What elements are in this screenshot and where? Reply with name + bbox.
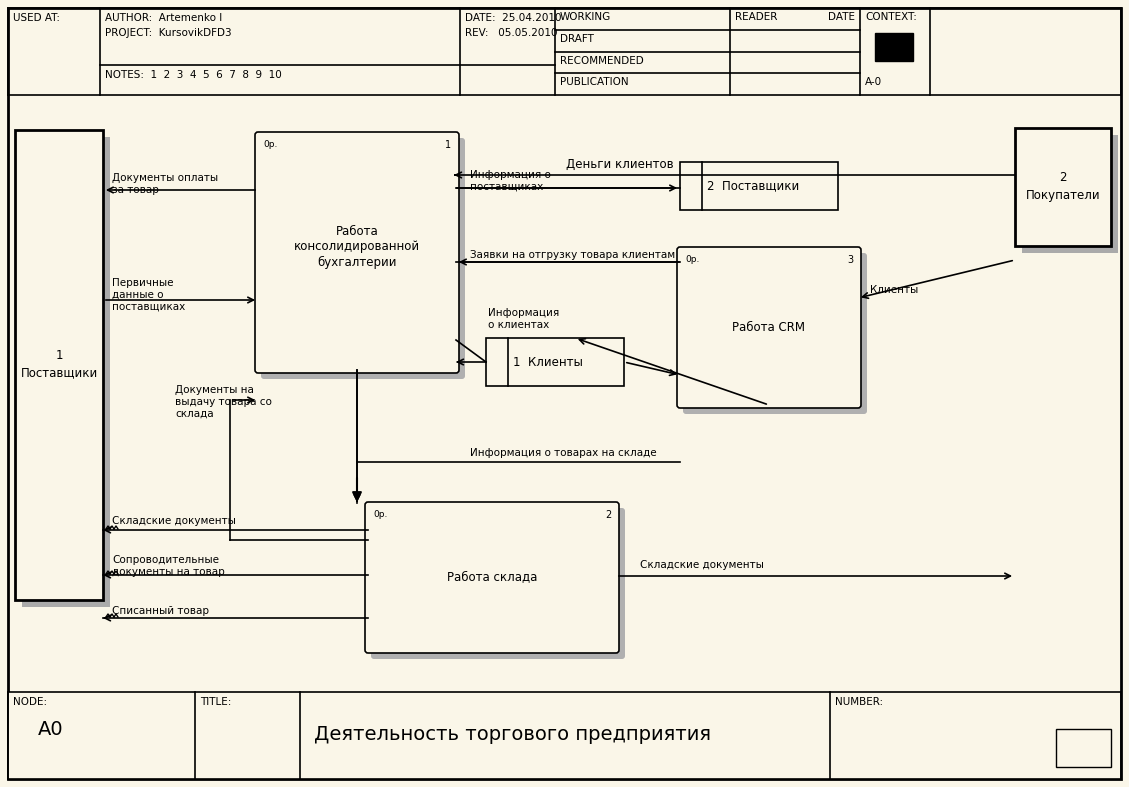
Text: READER: READER xyxy=(735,12,778,22)
Text: Складские документы: Складские документы xyxy=(112,516,236,526)
Bar xyxy=(1015,128,1111,246)
Text: NOTES:  1  2  3  4  5  6  7  8  9  10: NOTES: 1 2 3 4 5 6 7 8 9 10 xyxy=(105,69,282,79)
Text: REV:   05.05.2010: REV: 05.05.2010 xyxy=(465,28,558,38)
Text: Информация о
поставщиках: Информация о поставщиках xyxy=(470,170,551,191)
Text: 1: 1 xyxy=(445,140,450,150)
Text: WORKING: WORKING xyxy=(560,12,611,22)
Text: Сопроводительные
документы на товар: Сопроводительные документы на товар xyxy=(112,555,225,577)
Text: DRAFT: DRAFT xyxy=(560,34,594,44)
Text: Работа склада: Работа склада xyxy=(447,571,537,583)
Text: Деньги клиентов: Деньги клиентов xyxy=(566,158,674,171)
Text: DATE: DATE xyxy=(828,12,855,22)
Text: 0р.: 0р. xyxy=(263,140,278,149)
Bar xyxy=(21,137,110,607)
Text: Первичные
данные о
поставщиках: Первичные данные о поставщиках xyxy=(112,278,185,311)
Text: A0: A0 xyxy=(38,720,63,739)
Bar xyxy=(680,162,838,210)
Bar xyxy=(15,130,103,600)
Text: Заявки на отгрузку товара клиентам: Заявки на отгрузку товара клиентам xyxy=(470,250,675,260)
Bar xyxy=(875,33,913,61)
FancyBboxPatch shape xyxy=(683,253,867,414)
Bar xyxy=(680,162,838,210)
FancyBboxPatch shape xyxy=(677,247,861,408)
Text: 2  Поставщики: 2 Поставщики xyxy=(707,179,799,193)
FancyBboxPatch shape xyxy=(371,508,625,659)
FancyBboxPatch shape xyxy=(255,132,460,373)
Bar xyxy=(1022,135,1118,253)
Text: NUMBER:: NUMBER: xyxy=(835,697,883,707)
Text: 1: 1 xyxy=(55,349,63,361)
FancyBboxPatch shape xyxy=(261,138,465,379)
Text: RECOMMENDED: RECOMMENDED xyxy=(560,56,644,65)
Text: 2: 2 xyxy=(605,510,611,520)
Text: Покупатели: Покупатели xyxy=(1025,189,1101,201)
Text: Информация
о клиентах: Информация о клиентах xyxy=(488,308,559,330)
Text: Документы на
выдачу товара со
склада: Документы на выдачу товара со склада xyxy=(175,385,272,418)
Text: 3: 3 xyxy=(847,255,854,265)
Text: Информация о товарах на складе: Информация о товарах на складе xyxy=(470,448,657,458)
Text: 0р.: 0р. xyxy=(373,510,387,519)
Text: A-0: A-0 xyxy=(865,77,882,87)
Text: DATE:  25.04.2010: DATE: 25.04.2010 xyxy=(465,13,561,23)
Text: CONTEXT:: CONTEXT: xyxy=(865,12,917,22)
Bar xyxy=(485,338,624,386)
Text: 2: 2 xyxy=(1059,171,1067,183)
Text: Деятельность торгового предприятия: Деятельность торгового предприятия xyxy=(314,726,710,745)
Text: NODE:: NODE: xyxy=(14,697,47,707)
Text: Работа CRM: Работа CRM xyxy=(733,320,805,334)
Text: AUTHOR:  Artemenko I: AUTHOR: Artemenko I xyxy=(105,13,222,23)
Text: Работа
консолидированной
бухгалтерии: Работа консолидированной бухгалтерии xyxy=(294,225,420,268)
Text: USED AT:: USED AT: xyxy=(14,13,60,23)
Text: PUBLICATION: PUBLICATION xyxy=(560,77,629,87)
Bar xyxy=(485,338,624,386)
Text: Документы оплаты
за товар: Документы оплаты за товар xyxy=(112,173,218,194)
Text: PROJECT:  KursovikDFD3: PROJECT: KursovikDFD3 xyxy=(105,28,231,38)
Bar xyxy=(8,692,1121,779)
Text: 1  Клиенты: 1 Клиенты xyxy=(513,356,583,368)
FancyBboxPatch shape xyxy=(365,502,619,653)
Text: Клиенты: Клиенты xyxy=(870,285,918,295)
Text: Складские документы: Складские документы xyxy=(640,560,764,570)
Text: 0р.: 0р. xyxy=(685,255,699,264)
Text: TITLE:: TITLE: xyxy=(200,697,231,707)
Bar xyxy=(1056,729,1111,767)
Text: Поставщики: Поставщики xyxy=(20,367,97,379)
Text: Списанный товар: Списанный товар xyxy=(112,606,209,616)
